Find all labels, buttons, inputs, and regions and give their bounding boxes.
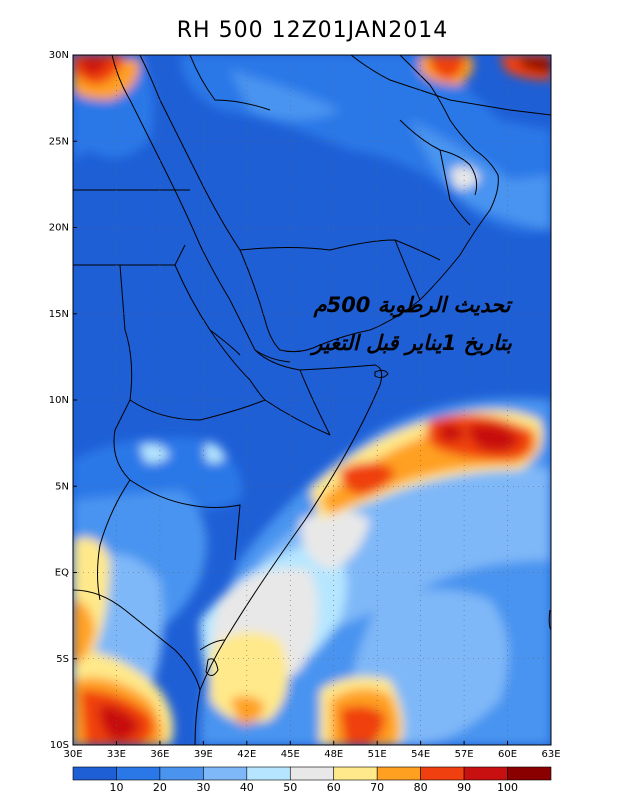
colorbar-labels: 10 20 30 40 50 60 70 80 90 100 (109, 781, 518, 794)
colorbar-swatch (333, 766, 378, 781)
colorbar (72, 766, 552, 781)
lat-tick-label: 30N (49, 50, 69, 61)
colorbar-swatch (507, 766, 552, 781)
lat-tick-label: 10N (49, 395, 69, 406)
lat-tick-label: 15N (49, 309, 69, 320)
lon-tick-label: 57E (455, 749, 474, 760)
coastlines-borders (73, 55, 551, 745)
colorbar-label: 80 (414, 781, 428, 794)
lon-tick-label: 39E (194, 749, 213, 760)
colorbar-swatch (463, 766, 508, 781)
lat-tick-label: 25N (49, 136, 69, 147)
colorbar-label: 70 (370, 781, 384, 794)
colorbar-label: 30 (196, 781, 210, 794)
lon-tick-label: 63E (541, 749, 560, 760)
colorbar-label: 10 (109, 781, 123, 794)
colorbar-swatch (376, 766, 421, 781)
overlay-text-line2: بتاريخ 1يناير قبل التغير (309, 331, 513, 356)
colorbar-label: 100 (497, 781, 518, 794)
colorbar-swatch (116, 766, 161, 781)
colorbar-swatch (203, 766, 248, 781)
colorbar-swatch (246, 766, 291, 781)
colorbar-swatch (72, 766, 117, 781)
lon-tick-label: 45E (281, 749, 300, 760)
colorbar-swatch (159, 766, 204, 781)
colorbar-label: 50 (283, 781, 297, 794)
lat-axis-labels: 30N 25N 20N 15N 10N 5N EQ 5S 10S (49, 50, 77, 751)
grid-lines (73, 55, 551, 745)
lon-axis-labels: 30E 33E 36E 39E 42E 45E 48E 51E 54E 57E 60E 63E (63, 741, 561, 760)
lon-tick-label: 30E (63, 749, 82, 760)
lon-tick-label: 36E (150, 749, 169, 760)
humidity-field (73, 55, 551, 745)
lon-tick-label: 33E (107, 749, 126, 760)
lon-tick-label: 54E (411, 749, 430, 760)
lon-tick-label: 60E (498, 749, 517, 760)
colorbar-label: 20 (153, 781, 167, 794)
colorbar-swatch (420, 766, 465, 781)
lat-tick-label: 5S (56, 654, 69, 665)
colorbar-label: 90 (457, 781, 471, 794)
lat-tick-label: 20N (49, 223, 69, 234)
colorbar-label: 40 (240, 781, 254, 794)
lat-tick-label: 5N (55, 481, 69, 492)
lat-tick-label: EQ (55, 568, 69, 579)
lon-tick-label: 51E (368, 749, 387, 760)
colorbar-label: 60 (327, 781, 341, 794)
colorbar-swatch (289, 766, 335, 781)
lat-tick-label: 10S (50, 740, 69, 751)
lon-tick-label: 42E (237, 749, 256, 760)
overlay-text-line1: تحديث الرطوبة 500م (313, 293, 514, 318)
map-title: RH 500 12Z01JAN2014 (176, 18, 449, 43)
lon-tick-label: 48E (324, 749, 343, 760)
